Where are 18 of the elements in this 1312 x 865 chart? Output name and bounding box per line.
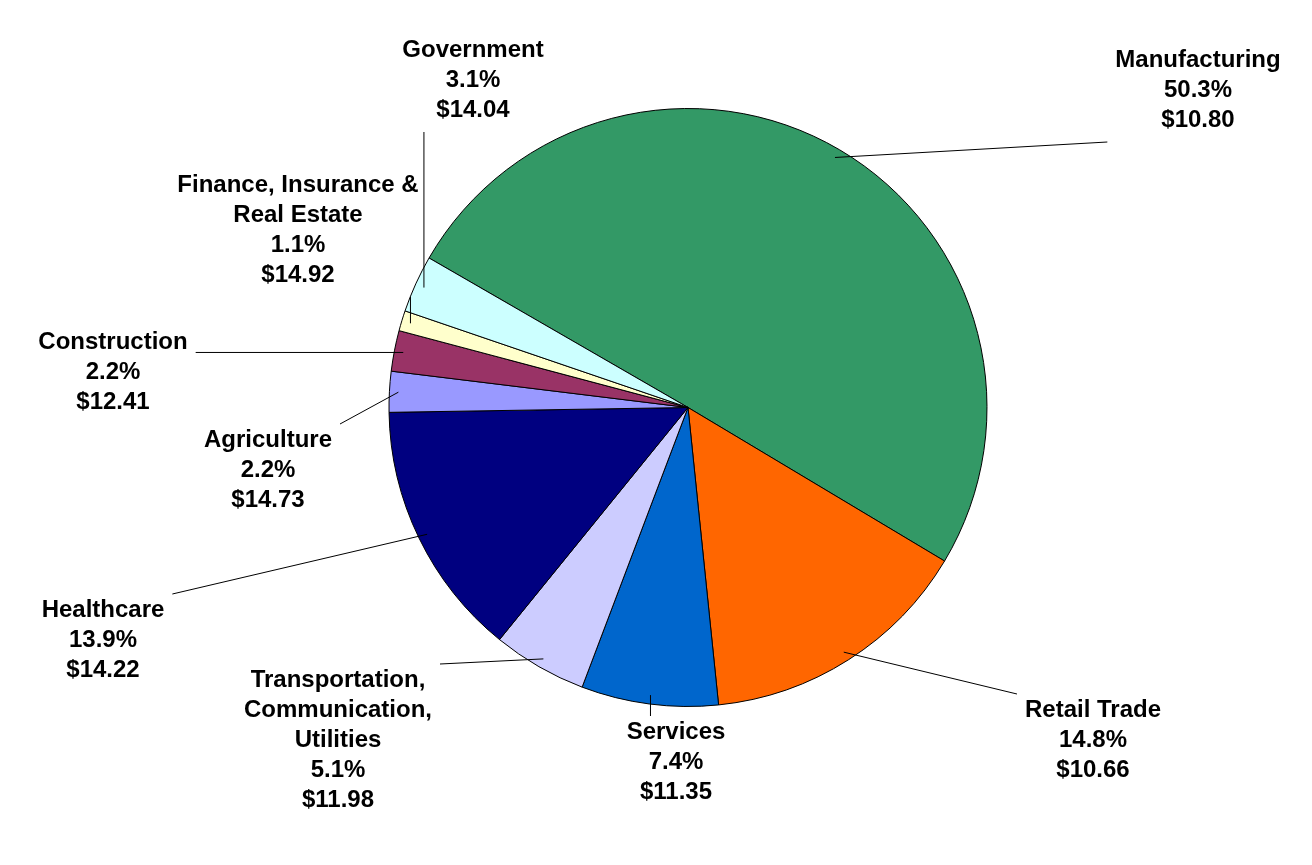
- slice-label: Government: [402, 34, 544, 62]
- data-label: 5.1% $11.98: [301, 754, 375, 812]
- data-label: 7.4% $11.35: [639, 746, 713, 804]
- slice-label: Retail Trade: [1024, 694, 1162, 722]
- data-label: 14.8% $10.66: [1056, 724, 1130, 782]
- slice-label: Manufacturing: [1115, 44, 1281, 72]
- data-label: 50.3% $10.80: [1161, 74, 1235, 132]
- slice-label: Transportation, Communication, Utilities: [243, 664, 433, 752]
- slice-label: Construction: [38, 326, 188, 354]
- slice-label: Finance, Insurance & Real Estate: [177, 169, 419, 227]
- slice-label: Agriculture: [203, 424, 333, 452]
- data-label: 13.9% $14.22: [66, 624, 140, 682]
- data-label: 2.2% $12.41: [76, 356, 150, 414]
- slice-label: Healthcare: [41, 594, 165, 622]
- data-label: 2.2% $14.73: [231, 454, 305, 512]
- slice-label: Services: [626, 716, 726, 744]
- data-label: 3.1% $14.04: [436, 64, 511, 122]
- data-label: 1.1% $14.92: [261, 229, 335, 287]
